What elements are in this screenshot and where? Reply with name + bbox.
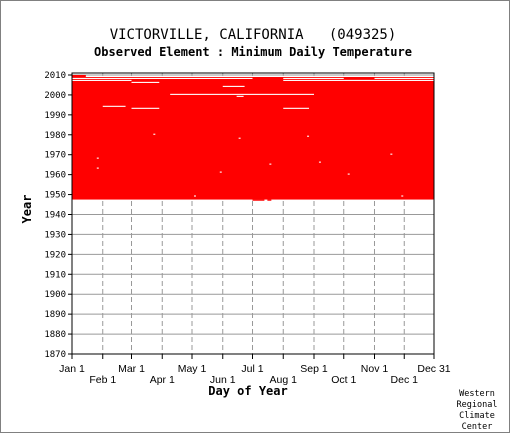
chart-subtitle: Observed Element : Minimum Daily Tempera… (94, 45, 412, 59)
x-tick-label: Dec 31 (417, 363, 450, 375)
y-tick-label: 1990 (44, 111, 66, 121)
data-block (72, 76, 434, 200)
x-tick-label: Feb 1 (89, 374, 116, 386)
data-extension (72, 74, 86, 77)
missing-data-segment (401, 195, 404, 197)
credit-line: Climate (459, 411, 495, 421)
y-tick-label: 2010 (44, 71, 66, 81)
y-tick-label: 1930 (44, 230, 66, 240)
missing-data-segment (374, 77, 434, 79)
y-tick-label: 1900 (44, 290, 66, 300)
credit-line: Regional (456, 400, 498, 410)
missing-data-segment (131, 107, 160, 109)
x-tick-label: Nov 1 (361, 363, 389, 375)
missing-data-segment (238, 137, 241, 139)
missing-data-segment (96, 157, 99, 159)
x-tick-label: May 1 (178, 363, 207, 375)
data-extension (343, 76, 375, 79)
y-tick-label: 1940 (44, 210, 66, 220)
x-tick-label: Aug 1 (270, 374, 298, 386)
x-tick-label: Mar 1 (118, 363, 145, 375)
y-tick-label: 1920 (44, 250, 66, 260)
x-tick-label: Oct 1 (331, 374, 356, 386)
missing-data-segment (222, 85, 245, 87)
missing-data-segment (283, 77, 344, 79)
y-tick-label: 1980 (44, 131, 66, 141)
credit-line: Center (461, 422, 493, 432)
x-tick-label: Jan 1 (59, 363, 85, 375)
y-tick-label: 1870 (44, 350, 66, 360)
missing-data-segment (170, 93, 314, 95)
missing-data-segment (102, 105, 126, 107)
missing-data-segment (153, 133, 156, 135)
x-tick-label: Sep 1 (300, 363, 328, 375)
x-tick-label: Jun 1 (210, 374, 236, 386)
missing-data-segment (236, 95, 244, 97)
y-tick-label: 2000 (44, 91, 66, 101)
missing-data-segment (347, 173, 350, 175)
y-tick-label: 1970 (44, 151, 66, 161)
x-tick-label: Apr 1 (150, 374, 175, 386)
credit-block: Western Regional Climate Center (447, 389, 507, 432)
missing-data-segment (269, 163, 272, 165)
plot-area (71, 72, 435, 355)
missing-data-segment (72, 77, 253, 79)
y-tick-label: 1890 (44, 310, 66, 320)
x-axis: Jan 1 Mar 1 May 1 Jul 1 Sep 1 Nov 1 Dec 31 Feb … (59, 354, 451, 386)
y-axis: 1870 1880 1890 1900 1910 1920 1930 1940 1950 1960… (44, 71, 72, 360)
x-tick-label: Dec 1 (391, 374, 419, 386)
y-tick-label: 1910 (44, 270, 66, 280)
data-extension (267, 199, 272, 201)
y-axis-label: Year (20, 195, 34, 224)
missing-data-segment (193, 195, 196, 197)
y-tick-label: 1960 (44, 171, 66, 181)
missing-data-segment (283, 107, 310, 109)
missing-data-segment (307, 135, 310, 137)
missing-data-segment (283, 79, 434, 81)
missing-data-segment (219, 171, 222, 173)
chart-title: VICTORVILLE, CALIFORNIA (049325) (110, 27, 397, 43)
missing-data-segment (318, 161, 321, 163)
missing-data-segment (72, 79, 132, 81)
credit-line: Western (459, 389, 495, 399)
x-tick-label: Jul 1 (241, 363, 263, 375)
y-tick-label: 1950 (44, 191, 66, 201)
missing-data-segment (96, 167, 99, 169)
missing-data-segment (85, 75, 434, 77)
data-extension (252, 76, 284, 79)
data-extension (252, 199, 265, 201)
x-axis-label: Day of Year (208, 384, 287, 398)
missing-data-segment (131, 81, 160, 83)
y-tick-label: 1880 (44, 330, 66, 340)
missing-data-segment (390, 153, 393, 155)
